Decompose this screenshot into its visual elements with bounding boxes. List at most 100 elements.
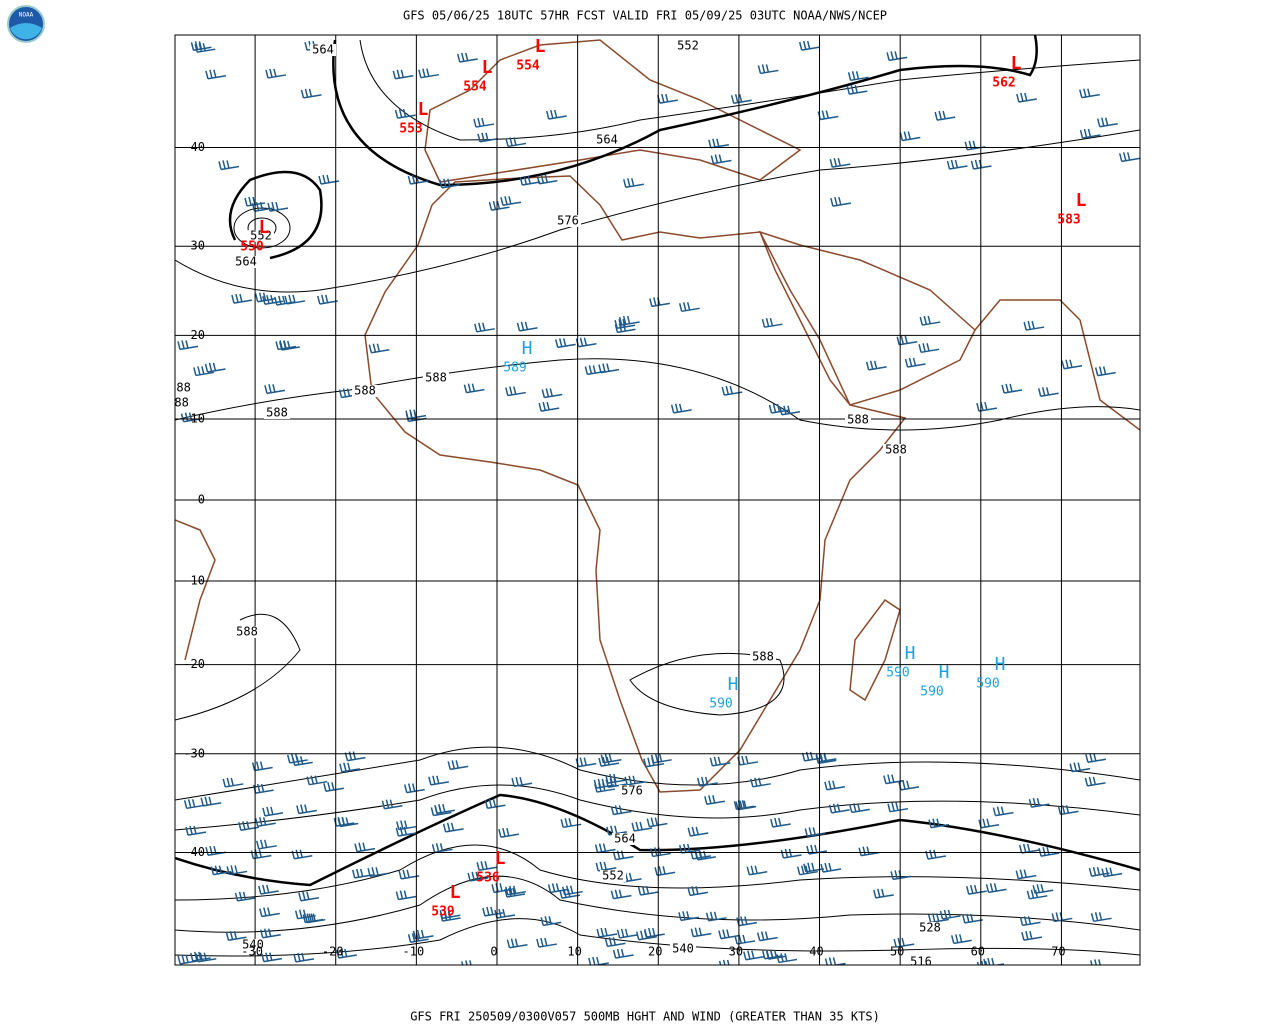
wind-barb: [392, 69, 414, 80]
wind-barb: [177, 954, 199, 965]
low-value: 550: [240, 240, 264, 255]
title: GFS 05/06/25 18UTC 57HR FCST VALID FRI 0…: [403, 9, 887, 23]
high-letter: H: [728, 674, 739, 695]
contour-label-bg: [234, 626, 260, 638]
wind-barb: [354, 842, 376, 853]
wind-barb: [1051, 912, 1073, 923]
wind-barb: [244, 196, 266, 207]
latitude-label: -40: [183, 845, 205, 859]
wind-barb: [595, 861, 617, 872]
wind-barb: [505, 386, 526, 397]
wind-barb: [918, 343, 940, 354]
latitude-label: -30: [183, 746, 205, 760]
wind-barb: [234, 891, 256, 902]
latitude-label: 10: [191, 411, 205, 425]
wind-barb: [965, 884, 987, 895]
wind-barb: [865, 360, 887, 371]
wind-barb: [298, 891, 320, 902]
wind-barb: [368, 343, 390, 354]
wind-barb: [1079, 128, 1101, 139]
wind-barb: [644, 927, 665, 938]
wind-barb: [238, 821, 260, 832]
wind-barb: [618, 315, 640, 326]
contour-label-bg: [619, 785, 645, 797]
high-letter: H: [522, 338, 533, 359]
wind-barb: [439, 178, 460, 189]
wind-barb: [185, 825, 207, 836]
wind-barb: [275, 340, 297, 351]
wind-barb: [624, 775, 646, 786]
wind-barb: [339, 762, 360, 773]
wind-barb: [1097, 117, 1118, 128]
wind-barb: [928, 818, 950, 829]
wind-barb: [962, 913, 983, 924]
contour-label: 564: [596, 133, 618, 147]
wind-barb: [484, 799, 506, 810]
wind-barb: [927, 913, 949, 924]
wind-barb: [1001, 383, 1023, 394]
wind-barb: [505, 885, 526, 896]
wind-barb: [1057, 805, 1079, 816]
wind-barb: [407, 174, 429, 185]
wind-barb: [985, 883, 1007, 894]
wind-barb: [612, 850, 634, 861]
wind-barb: [418, 68, 439, 79]
contour-label-bg: [670, 943, 696, 955]
wind-barb: [1021, 930, 1043, 941]
contour-label: 588: [885, 443, 907, 457]
wind-barb: [504, 887, 526, 898]
high-value: 589: [503, 361, 526, 376]
wind-barb: [204, 362, 226, 373]
wind-barb: [430, 806, 452, 817]
wind-barb: [610, 805, 632, 816]
wind-barb: [1037, 387, 1059, 398]
wind-barb: [256, 839, 277, 850]
contour-label: 564: [614, 832, 636, 846]
wind-barb: [983, 957, 1005, 965]
high-value: 590: [886, 666, 909, 681]
longitude-label: -30: [241, 945, 263, 959]
contour-label-bg: [555, 215, 581, 227]
wind-barb: [317, 294, 338, 305]
contour-label-bg: [600, 870, 626, 882]
wind-barb: [294, 909, 316, 920]
wind-barb: [1016, 92, 1037, 103]
wind-barb: [407, 933, 429, 944]
wind-barb: [750, 777, 771, 788]
map-frame: [174, 34, 1141, 966]
wind-barb: [398, 869, 420, 880]
wind-barb: [183, 799, 205, 810]
wind-barb: [474, 322, 495, 333]
wind-barb: [934, 110, 956, 121]
wind-barb: [250, 849, 272, 860]
contour-label: 564: [312, 43, 334, 57]
noaa-logo: NOAA: [7, 5, 45, 43]
wind-barb: [205, 846, 227, 856]
wind-barb: [293, 952, 315, 963]
wind-barb: [710, 154, 732, 165]
wind-barb: [757, 64, 779, 75]
wind-barb: [511, 777, 533, 787]
wind-barb: [318, 174, 340, 185]
wind-barb: [560, 818, 582, 829]
wind-barb: [300, 88, 322, 99]
longitude-label: 10: [567, 945, 581, 959]
wind-barb: [403, 783, 425, 794]
high-letter: H: [995, 654, 1006, 675]
wind-barb: [190, 41, 212, 52]
high-letter: H: [905, 643, 916, 664]
wind-barb: [546, 109, 567, 120]
contour-label-bg: [908, 956, 934, 965]
wind-barb: [815, 754, 837, 765]
wind-barb: [336, 948, 357, 959]
wind-barb: [231, 293, 253, 304]
wind-barb: [323, 782, 345, 793]
contour-label-bg: [675, 40, 701, 52]
wind-barb: [267, 201, 289, 212]
wind-barb: [264, 384, 286, 395]
contour-label-bg: [612, 833, 638, 845]
contour-label-bg: [248, 230, 274, 242]
wind-barb: [482, 906, 504, 917]
wind-barb: [776, 953, 798, 964]
